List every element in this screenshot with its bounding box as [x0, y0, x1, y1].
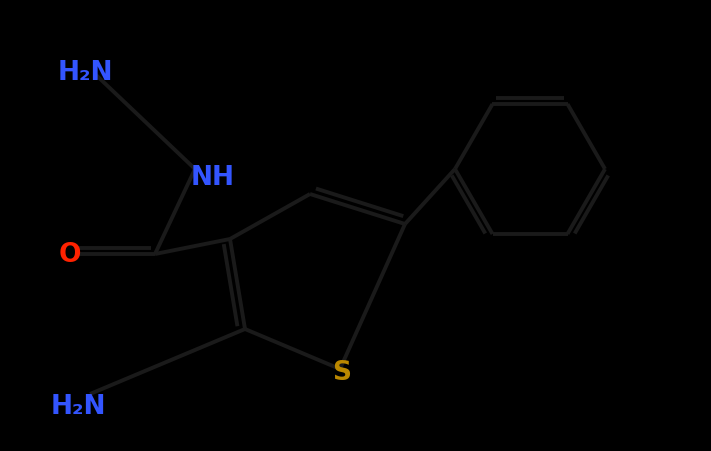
Text: H₂N: H₂N: [50, 393, 106, 419]
Text: O: O: [59, 241, 81, 267]
Text: H₂N: H₂N: [58, 60, 113, 86]
Text: S: S: [333, 359, 351, 385]
Text: NH: NH: [191, 165, 235, 191]
